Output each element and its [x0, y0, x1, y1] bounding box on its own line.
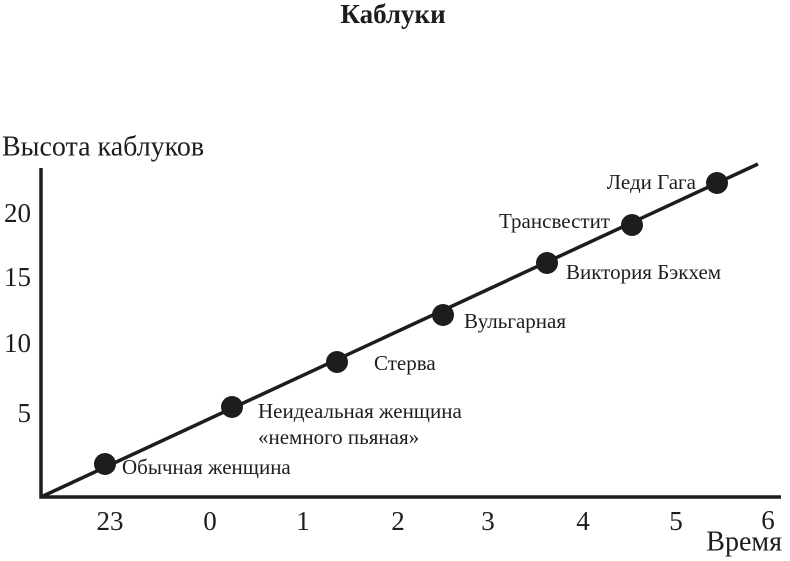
chart-title: Каблуки — [340, 0, 445, 29]
y-tick-label: 5 — [18, 398, 32, 428]
data-point — [221, 396, 243, 418]
data-point — [432, 304, 454, 326]
data-point-label: Виктория Бэкхем — [566, 260, 721, 284]
data-point — [326, 351, 348, 373]
x-tick-label: 0 — [203, 506, 217, 536]
data-point-label: Вульгарная — [464, 309, 566, 333]
x-tick-label: 23 — [97, 506, 124, 536]
data-point-label: Обычная женщина — [122, 455, 291, 479]
x-tick-label: 6 — [761, 505, 775, 535]
x-tick-label: 4 — [576, 506, 590, 536]
x-tick-label: 2 — [391, 506, 405, 536]
data-point — [94, 453, 116, 475]
data-point — [621, 214, 643, 236]
x-tick-label: 5 — [669, 506, 683, 536]
data-point-label: Неидеальная женщина «немного пьяная» — [258, 399, 462, 449]
y-axis-title: Высота каблуков — [2, 132, 204, 163]
data-point — [706, 172, 728, 194]
data-point-label: Леди Гага — [607, 170, 697, 194]
data-point-label: Трансвестит — [499, 209, 610, 233]
x-axis-title: Время — [706, 527, 782, 558]
y-tick-label: 15 — [4, 262, 31, 292]
data-point-label: Стерва — [374, 351, 436, 375]
x-tick-label: 3 — [481, 506, 495, 536]
y-tick-label: 10 — [4, 328, 31, 358]
data-point — [536, 252, 558, 274]
y-tick-label: 20 — [4, 198, 31, 228]
x-tick-label: 1 — [296, 506, 310, 536]
